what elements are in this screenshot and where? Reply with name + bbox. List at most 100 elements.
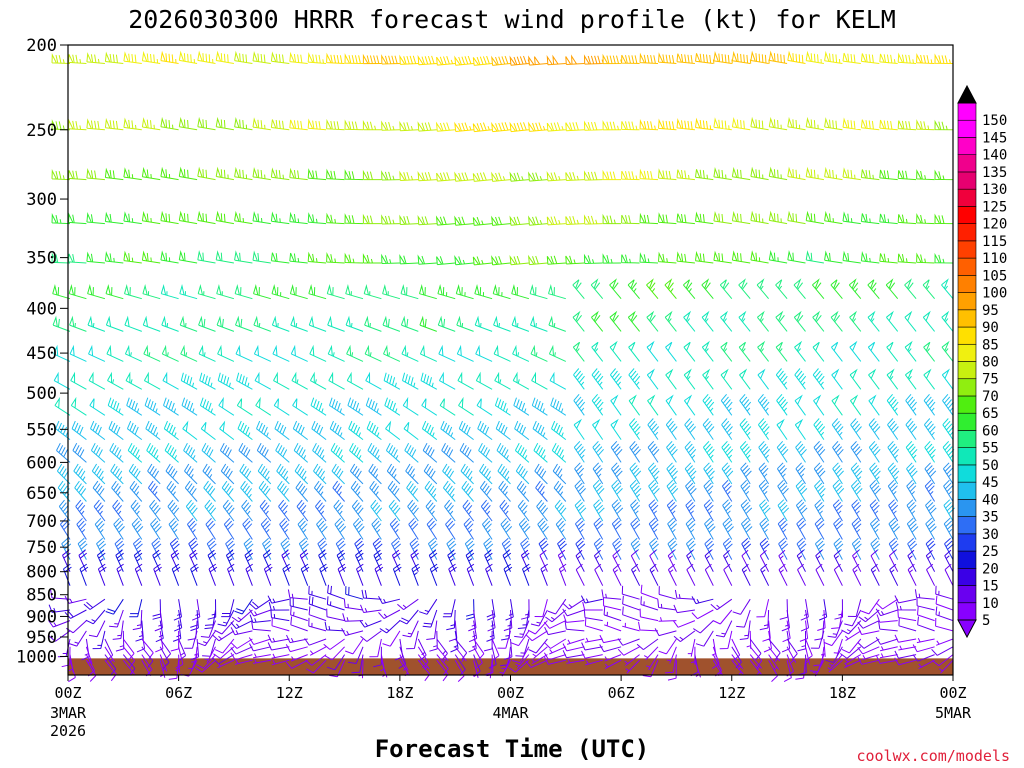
wind-barb	[381, 54, 400, 65]
wind-barb	[216, 284, 235, 300]
wind-barb	[847, 599, 862, 617]
wind-barb	[417, 254, 437, 265]
wind-barb	[503, 609, 513, 632]
wind-barb	[814, 499, 825, 522]
wind-barb	[525, 630, 548, 642]
wind-barb	[787, 50, 806, 64]
wind-barb	[907, 549, 917, 572]
x-axis-label: Forecast Time (UTC)	[375, 735, 650, 763]
wind-barb	[327, 315, 345, 332]
wind-barb	[448, 563, 457, 586]
wind-barb	[56, 463, 71, 485]
wind-barb	[916, 212, 935, 225]
y-tick-label: 900	[26, 607, 57, 627]
wind-barb	[122, 646, 136, 668]
wind-barb	[509, 171, 529, 182]
wind-barb	[400, 315, 419, 332]
wind-barb	[723, 549, 733, 572]
wind-barb	[814, 517, 825, 540]
wind-barb	[190, 563, 199, 586]
wind-barb	[603, 606, 622, 622]
wind-barb	[813, 440, 826, 463]
wind-barb	[345, 586, 364, 600]
wind-barb	[888, 517, 900, 540]
wind-barb	[715, 620, 733, 638]
wind-barb	[493, 315, 511, 332]
wind-barb	[628, 394, 641, 416]
colorbar-label: 100	[982, 286, 1007, 302]
x-tick-label: 06Z	[608, 684, 635, 702]
wind-barb	[307, 251, 327, 264]
wind-barb	[294, 463, 309, 485]
wind-barb	[270, 51, 290, 64]
wind-barb	[313, 480, 327, 502]
wind-barb	[110, 463, 124, 485]
wind-barb	[658, 212, 677, 225]
wind-barb	[777, 479, 789, 502]
wind-barb	[326, 654, 346, 671]
wind-barb	[141, 166, 161, 181]
wind-barb	[96, 537, 107, 560]
wind-barb	[647, 440, 660, 463]
wind-barb	[916, 252, 935, 264]
colorbar-label: 70	[982, 389, 999, 405]
wind-barb	[197, 630, 216, 647]
wind-barb	[159, 638, 172, 661]
wind-barb	[436, 256, 456, 266]
wind-barb	[534, 599, 548, 618]
wind-barb	[630, 537, 641, 560]
wind-barb	[534, 463, 548, 485]
wind-barb	[370, 499, 383, 522]
wind-barb	[566, 658, 585, 664]
wind-barb	[142, 284, 161, 300]
wind-barb	[420, 372, 438, 390]
wind-barb	[417, 171, 437, 182]
wind-barb	[354, 537, 365, 560]
wind-barb	[894, 634, 917, 643]
wind-barb	[367, 442, 382, 463]
wind-barb	[328, 371, 345, 390]
wind-barb	[249, 598, 272, 610]
wind-barb	[885, 278, 899, 300]
wind-barb	[666, 499, 677, 522]
wind-barb	[217, 372, 235, 390]
colorbar-segment	[957, 464, 977, 483]
wind-barb	[230, 652, 253, 661]
wind-barb	[543, 620, 567, 629]
wind-barb	[364, 315, 382, 332]
wind-barb	[667, 549, 677, 572]
wind-barb	[206, 537, 217, 560]
wind-barb	[879, 253, 898, 264]
wind-barb	[278, 499, 290, 522]
wind-barb	[646, 340, 659, 362]
wind-barb	[289, 597, 308, 611]
wind-barb	[493, 344, 511, 362]
wind-barb	[71, 420, 87, 440]
wind-barb	[292, 398, 308, 416]
wind-barb	[253, 284, 271, 300]
wind-barb	[897, 170, 917, 181]
wind-barb	[683, 368, 696, 390]
wind-barb	[830, 279, 843, 300]
wind-barb	[611, 499, 624, 522]
wind-barb	[104, 251, 124, 264]
wind-barb	[544, 638, 567, 649]
wind-barb	[205, 517, 216, 540]
wind-barb	[602, 53, 623, 65]
y-tick-label: 450	[26, 344, 57, 364]
wind-barb	[860, 53, 880, 64]
wind-barb	[141, 638, 154, 660]
wind-barb	[270, 211, 290, 225]
wind-barb	[362, 253, 382, 264]
wind-barb	[484, 549, 493, 572]
wind-barb	[778, 563, 788, 586]
wind-barb	[366, 420, 382, 440]
wind-barb	[160, 166, 179, 181]
colorbar-segment	[957, 102, 977, 121]
wind-barb	[531, 397, 548, 416]
wind-barb	[703, 462, 715, 485]
wind-barb	[360, 604, 382, 613]
wind-barb	[491, 215, 511, 226]
colorbar-segment	[957, 188, 977, 207]
